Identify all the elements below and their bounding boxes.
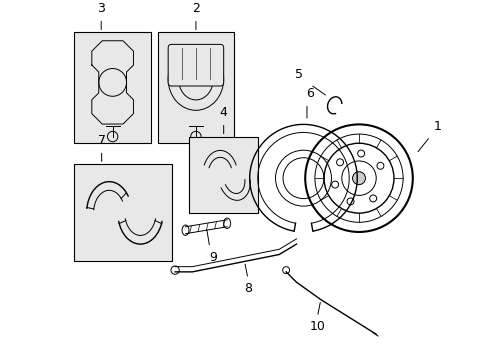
FancyBboxPatch shape bbox=[74, 32, 150, 144]
Text: 7: 7 bbox=[98, 134, 105, 147]
Text: 6: 6 bbox=[306, 87, 314, 100]
Text: 8: 8 bbox=[244, 282, 251, 295]
FancyBboxPatch shape bbox=[168, 44, 223, 86]
Circle shape bbox=[357, 150, 364, 157]
Text: 10: 10 bbox=[309, 320, 325, 333]
Text: 2: 2 bbox=[192, 2, 200, 15]
Text: 9: 9 bbox=[209, 251, 217, 264]
Text: 1: 1 bbox=[433, 120, 441, 133]
Text: 3: 3 bbox=[97, 2, 105, 15]
Text: 4: 4 bbox=[219, 106, 227, 119]
Circle shape bbox=[331, 181, 338, 188]
FancyBboxPatch shape bbox=[74, 164, 171, 261]
FancyBboxPatch shape bbox=[158, 32, 234, 144]
Circle shape bbox=[376, 162, 383, 169]
Circle shape bbox=[352, 172, 365, 185]
Circle shape bbox=[336, 159, 343, 166]
Circle shape bbox=[282, 267, 289, 274]
Circle shape bbox=[369, 195, 376, 202]
FancyBboxPatch shape bbox=[188, 136, 258, 213]
Circle shape bbox=[346, 198, 353, 205]
Text: 5: 5 bbox=[295, 68, 303, 81]
